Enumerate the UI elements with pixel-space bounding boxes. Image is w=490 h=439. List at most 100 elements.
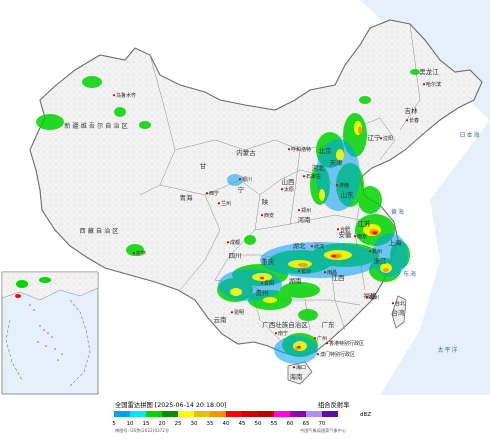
province-label: 山西 (282, 177, 296, 186)
city-label: 济南 (339, 182, 349, 189)
legend-swatch (146, 411, 162, 417)
province-label: 山东 (341, 190, 355, 199)
city-marker (302, 175, 306, 178)
province-label: 内蒙古 (236, 148, 256, 157)
city-label: 南宁 (278, 330, 288, 337)
city-label: 太原 (284, 186, 294, 193)
province-label: 江苏 (358, 219, 372, 228)
city-label: 长沙 (301, 268, 311, 275)
city-label: 福州 (369, 294, 379, 301)
city-marker (292, 366, 296, 369)
legend-tick: 25 (175, 421, 182, 427)
legend-tick: 70 (319, 421, 326, 427)
city-label: 西宁 (209, 190, 219, 197)
province-label: 河北 (312, 164, 326, 172)
city-label: 郑州 (301, 207, 311, 214)
city-marker (112, 94, 116, 97)
province-label: 福建 (364, 291, 378, 300)
province-label: 浙江 (374, 256, 388, 265)
city-label: 合肥 (340, 226, 350, 233)
province-label: 吉林 (405, 106, 419, 115)
province-label: 广西壮族自治区 (262, 320, 308, 329)
legend-tick: 20 (159, 421, 166, 427)
province-label: 甘 (200, 161, 207, 170)
city-label: 海口 (296, 364, 306, 371)
city-marker (297, 270, 301, 273)
legend-swatch (130, 411, 146, 417)
legend-swatch (290, 411, 306, 417)
city-marker (336, 228, 340, 231)
legend-swatch (162, 411, 178, 417)
taiwan-island (391, 295, 407, 329)
legend-tick: 35 (207, 421, 214, 427)
city-label: 哈尔滨 (426, 81, 441, 88)
province-label: 天津 (330, 159, 344, 167)
region-label: 新疆维吾尔自治区 (64, 122, 130, 130)
city-marker (353, 235, 357, 238)
city-marker (132, 252, 136, 255)
city-label: 杭州 (372, 248, 382, 255)
city-marker (365, 296, 369, 299)
sea-label: 太平洋 (437, 346, 458, 354)
city-marker (260, 282, 264, 285)
legend-swatch (210, 411, 226, 417)
province-label: 重庆 (262, 257, 276, 266)
city-marker (260, 214, 264, 217)
city-marker (238, 178, 242, 181)
legend-swatch (274, 411, 290, 417)
city-label: 石家庄 (306, 173, 321, 180)
city-marker (274, 332, 278, 335)
city-marker (297, 209, 301, 212)
province-label: 青海 (180, 193, 194, 202)
province-label: 辽宁 (368, 133, 382, 142)
city-marker (422, 83, 426, 86)
city-marker (287, 148, 291, 151)
city-label: 西安 (264, 212, 274, 219)
legend-title: 全国雷达拼图 [2025-06-14 20:18:00] (115, 400, 227, 409)
legend-tick: 15 (143, 421, 150, 427)
city-marker (323, 271, 327, 274)
city-label: 长春 (409, 117, 419, 124)
city-label: 兰州 (221, 200, 231, 207)
legend-tick: 30 (191, 421, 198, 427)
city-label: 乌鲁木齐 (116, 92, 136, 99)
province-label: 上海 (389, 238, 403, 247)
city-marker (405, 119, 409, 122)
legend-tick: 45 (239, 421, 246, 427)
province-label: 河南 (298, 215, 312, 224)
province-label: 黑龙江 (419, 67, 439, 76)
city-marker (226, 241, 230, 244)
city-label: 呼和浩特 (291, 146, 311, 153)
legend-tick: 60 (287, 421, 294, 427)
radar-echo-layer (26, 69, 420, 364)
south-china-sea-inset (1, 271, 99, 395)
city-label: 昆明 (234, 310, 244, 316)
city-marker (205, 192, 209, 195)
city-label: 台北 (395, 300, 405, 307)
province-label: 贵州 (256, 288, 269, 297)
city-label: 沈阳 (383, 135, 393, 142)
city-label: 成都 (230, 239, 240, 246)
ocean-area (360, 0, 490, 395)
city-marker (316, 353, 320, 356)
city-marker (230, 311, 234, 314)
city-marker (379, 137, 383, 140)
legend-unit: dBZ (360, 412, 371, 418)
city-marker (391, 302, 395, 305)
province-label: 云南 (214, 315, 228, 324)
province-label: 宁 (238, 185, 245, 194)
legend-type: 组合反射率 (318, 400, 349, 409)
province-label: 四川 (229, 252, 242, 260)
sea-label: 日本海 (459, 131, 480, 139)
legend-swatch (242, 411, 258, 417)
legend: 全国雷达拼图 [2025-06-14 20:18:00] 组合反射率 5 10 15… (80, 396, 410, 438)
legend-tick: 65 (303, 421, 310, 427)
legend-swatch (226, 411, 242, 417)
city-label: 澳门特别行政区 (320, 351, 355, 358)
legend-swatch (114, 411, 130, 417)
legend-swatch (258, 411, 274, 417)
legend-tick: 40 (223, 421, 230, 427)
legend-swatch (194, 411, 210, 417)
